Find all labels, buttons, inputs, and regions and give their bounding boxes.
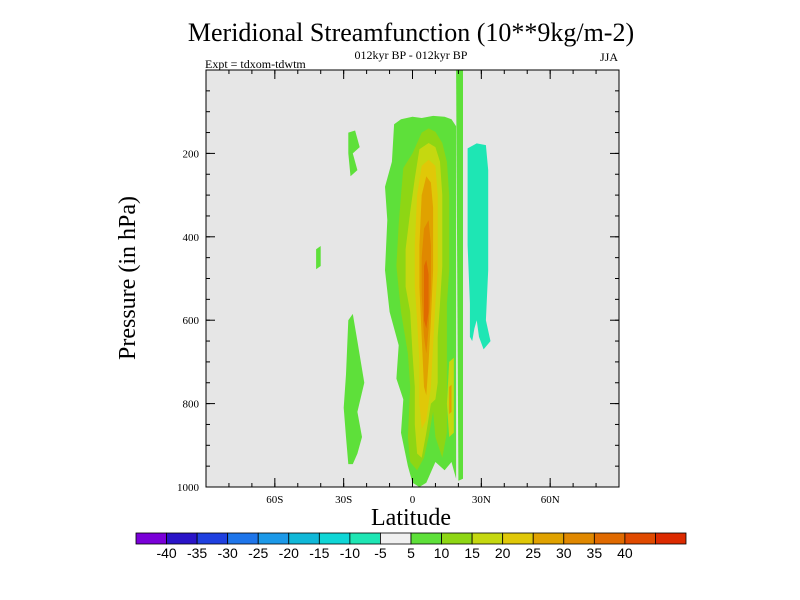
colorbar-swatch bbox=[318, 532, 351, 545]
colorbar-swatch bbox=[471, 532, 504, 545]
y-tick-label: 200 bbox=[183, 148, 200, 160]
contour-region-0 bbox=[348, 130, 360, 177]
colorbar-swatch bbox=[655, 532, 687, 545]
colorbar-label: -30 bbox=[218, 545, 238, 561]
colorbar-label: -15 bbox=[309, 545, 329, 561]
contour-layer bbox=[316, 70, 491, 488]
chart-title: Meridional Streamfunction (10**9kg/m-2) bbox=[188, 18, 634, 47]
colorbar-swatch bbox=[166, 532, 198, 545]
colorbar-label: -10 bbox=[340, 545, 360, 561]
colorbar-swatch bbox=[380, 532, 412, 545]
colorbar-swatch bbox=[349, 532, 381, 545]
contour-region-13 bbox=[467, 143, 491, 350]
experiment-label: Expt = tdxom-tdwtm bbox=[205, 57, 306, 71]
x-tick-label: 60S bbox=[266, 494, 283, 506]
season-label: JJA bbox=[600, 50, 618, 64]
colorbar-label: -40 bbox=[156, 545, 176, 561]
colorbar-label: -20 bbox=[279, 545, 299, 561]
colorbar-swatch bbox=[441, 532, 473, 545]
colorbar-label: 15 bbox=[464, 545, 480, 561]
colorbar-swatch bbox=[196, 532, 229, 545]
x-tick-label: 30S bbox=[335, 494, 352, 506]
colorbar-label: -35 bbox=[187, 545, 207, 561]
chart-subtitle: 012kyr BP - 012kyr BP bbox=[355, 48, 468, 62]
colorbar-label: 5 bbox=[407, 545, 415, 561]
colorbar-swatch bbox=[135, 532, 167, 545]
colorbar-label: 40 bbox=[617, 545, 633, 561]
colorbar-label: 10 bbox=[434, 545, 450, 561]
y-tick-label: 600 bbox=[183, 315, 200, 327]
x-axis-label: Latitude bbox=[371, 505, 451, 531]
axis-ticks: 60S 30S 0 30N 60N 200 400 600 800 1000 bbox=[177, 70, 619, 506]
y-axis-label: Pressure (in hPa) bbox=[115, 196, 141, 360]
y-tick-label: 1000 bbox=[177, 482, 200, 494]
colorbar-label: -5 bbox=[374, 545, 387, 561]
colorbar-swatch bbox=[624, 532, 656, 545]
colorbar-label: 25 bbox=[525, 545, 541, 561]
y-tick-label: 800 bbox=[183, 399, 200, 411]
contour-region-4 bbox=[456, 70, 463, 481]
contour-region-2 bbox=[343, 313, 365, 465]
contour-region-10 bbox=[449, 384, 452, 414]
y-tick-label: 400 bbox=[183, 232, 200, 244]
colorbar-swatch bbox=[410, 532, 442, 545]
colorbar-label: 20 bbox=[495, 545, 511, 561]
x-tick-label: 0 bbox=[410, 494, 416, 506]
colorbar-swatch bbox=[502, 532, 534, 545]
colorbar-swatch bbox=[593, 532, 626, 545]
x-tick-label: 60N bbox=[541, 494, 560, 506]
colorbar-swatch bbox=[563, 532, 595, 545]
colorbar-swatch bbox=[288, 532, 320, 545]
contour-region-12 bbox=[424, 259, 429, 329]
contour-region-1 bbox=[316, 246, 321, 270]
colorbar-label: 35 bbox=[587, 545, 603, 561]
colorbar-swatch bbox=[227, 532, 259, 545]
colorbar-label: -25 bbox=[248, 545, 268, 561]
colorbar-label: 30 bbox=[556, 545, 572, 561]
colorbar-swatch bbox=[257, 532, 290, 545]
colorbar-swatch bbox=[532, 532, 565, 545]
x-tick-label: 30N bbox=[472, 494, 491, 506]
colorbar: -40 -35 -30 -25 -20 -15 -10 -5 5 10 15 20 25 30 35 40 bbox=[135, 532, 687, 561]
